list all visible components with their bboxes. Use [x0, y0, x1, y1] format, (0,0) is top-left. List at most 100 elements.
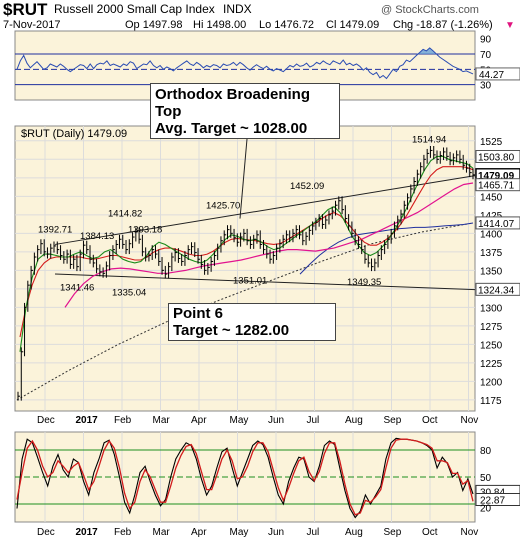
price-x-tick-label: Feb: [114, 415, 132, 426]
peak-label: 1514.94: [412, 134, 446, 145]
close-value: Cl 1479.09: [326, 19, 379, 31]
price-tick-label: 1525: [480, 137, 503, 148]
stochastic-slow-line: [16, 438, 474, 516]
price-x-tick-label: 2017: [76, 415, 99, 426]
stochastic-x-axis: Dec 2017 Feb Mar Apr May Jun Jul Aug Sep Oct Nov: [37, 527, 478, 538]
stochastic-x-tick-label: Jul: [307, 527, 320, 538]
index-name: Russell 2000 Small Cap Index: [54, 2, 215, 16]
trough-label: 1349.35: [347, 277, 381, 288]
exchange-code: INDX: [223, 2, 252, 16]
peak-label: 1384.13: [80, 231, 114, 242]
stochastic-grid: [15, 432, 475, 522]
price-x-axis: Dec 2017 Feb Mar Apr May Jun Jul Aug Sep Oct Nov: [37, 415, 478, 426]
price-panel-label: $RUT (Daily) 1479.09: [21, 128, 127, 140]
rsi-overbought-fill: [17, 47, 473, 54]
callout-point6-line-1: Point 6: [173, 305, 224, 322]
price-axis: 1525 1450 1425 1400 1375 1350 1300 1275 1250 1225…: [475, 137, 520, 407]
price-x-tick-label: Sep: [384, 415, 402, 426]
price-x-tick-label: Mar: [153, 415, 171, 426]
rsi-tick-label: 90: [480, 35, 492, 46]
open-value: Op 1497.98: [125, 19, 183, 31]
callout-pointer: [239, 138, 248, 219]
price-tick-label: 1375: [480, 248, 503, 259]
price-x-tick-label: Nov: [461, 415, 479, 426]
peak-label: 1393.18: [128, 224, 162, 235]
stochastic-x-tick-label: Dec: [37, 527, 55, 538]
trough-label: 1335.04: [112, 287, 146, 298]
watermark: @ StockCharts.com: [381, 4, 479, 16]
broadening-top-callout: Orthodox Broadening Top Avg. Target ~ 10…: [150, 83, 340, 139]
price-tick-label: 1400: [480, 229, 503, 240]
stochastic-x-tick-label: Feb: [114, 527, 132, 538]
price-x-tick-label: Jun: [268, 415, 284, 426]
price-panel: $RUT (Daily) 1479.09 1392.71 1384.13 1414.…: [14, 125, 520, 412]
price-tag-label: 1414.07: [478, 219, 515, 230]
stochastic-tick-label: 22.87: [480, 496, 505, 507]
stochastic-tick-label: 30.84: [480, 487, 505, 498]
peak-label: 1452.09: [290, 181, 324, 192]
broadening-lower-trendline: [54, 273, 476, 291]
price-tick-label: 1425: [480, 211, 503, 222]
price-tick-label: 1200: [480, 377, 503, 388]
rsi-tick-label: 70: [480, 50, 492, 61]
price-x-tick-label: Oct: [422, 415, 438, 426]
price-tag-label: 1503.80: [478, 152, 515, 163]
stochastic-tick-label: 50: [480, 473, 492, 484]
price-panel-background: [14, 125, 476, 412]
price-tag-box: [475, 178, 520, 192]
peak-label: 1425.70: [206, 200, 240, 211]
price-series: [16, 138, 476, 401]
price-tag-label: 1465.71: [478, 181, 515, 192]
dotted-support-line: [16, 222, 474, 401]
stochastic-x-tick-label: Nov: [461, 527, 479, 538]
price-tick-label: 1350: [480, 266, 503, 277]
price-point-labels: 1392.71 1384.13 1414.82 1393.18 1425.70 1452.…: [38, 134, 446, 298]
price-tag-box: [475, 216, 520, 230]
rsi-axis: 9070503044.27: [475, 35, 520, 92]
price-tick-label: 1300: [480, 303, 503, 314]
price-tag-box: [475, 282, 520, 296]
price-tick-label: 1250: [480, 340, 503, 351]
peak-label: 1392.71: [38, 225, 72, 236]
callout-line-1: Orthodox Broadening: [155, 86, 310, 103]
callout-line-2: Top: [155, 103, 182, 120]
low-value: Lo 1476.72: [259, 19, 314, 31]
ma-long-line: [299, 222, 474, 275]
callout-line-3: Avg. Target ~ 1028.00: [155, 120, 308, 137]
date-label: 7-Nov-2017: [3, 19, 60, 31]
stochastic-x-tick-label: Aug: [345, 527, 363, 538]
rsi-tick-label: 30: [480, 81, 492, 92]
callout-point6-line-2: Target ~ 1282.00: [173, 322, 290, 339]
broadening-upper-trendline: [54, 175, 476, 245]
symbol-title: $RUT: [3, 0, 48, 19]
stochastic-x-tick-label: Sep: [384, 527, 402, 538]
price-tag-label: 1324.34: [478, 285, 515, 296]
price-x-tick-label: Apr: [191, 415, 207, 426]
price-tick-label: 1175: [480, 396, 502, 407]
high-value: Hi 1498.00: [193, 19, 246, 31]
stochastic-tick-label: 80: [480, 446, 492, 457]
stochastic-fast-line: [16, 437, 474, 519]
trough-label: 1341.46: [60, 283, 94, 294]
price-tag-label: 1479.09: [478, 171, 515, 182]
rsi-current-label: 44.27: [479, 70, 504, 81]
change-arrow-icon: ▼: [505, 20, 515, 31]
stochastic-tag-box: [475, 493, 520, 506]
price-tick-label: 1275: [480, 322, 503, 333]
stochastic-series: [16, 437, 474, 519]
stochastic-x-tick-label: 2017: [76, 527, 99, 538]
change-value: Chg -18.87 (-1.26%): [393, 19, 493, 31]
stochastic-x-tick-label: Mar: [153, 527, 171, 538]
peak-label: 1414.82: [108, 208, 142, 219]
trough-label: 1351.01: [233, 276, 267, 287]
price-tick-label: 1450: [480, 192, 503, 203]
stochastic-tick-label: 20: [480, 504, 492, 515]
price-x-tick-label: Dec: [37, 415, 55, 426]
stochastic-x-tick-label: May: [230, 527, 249, 538]
stochastic-x-tick-label: Apr: [191, 527, 207, 538]
price-x-tick-label: Aug: [345, 415, 363, 426]
price-x-tick-label: May: [230, 415, 249, 426]
price-x-tick-label: Jul: [307, 415, 320, 426]
